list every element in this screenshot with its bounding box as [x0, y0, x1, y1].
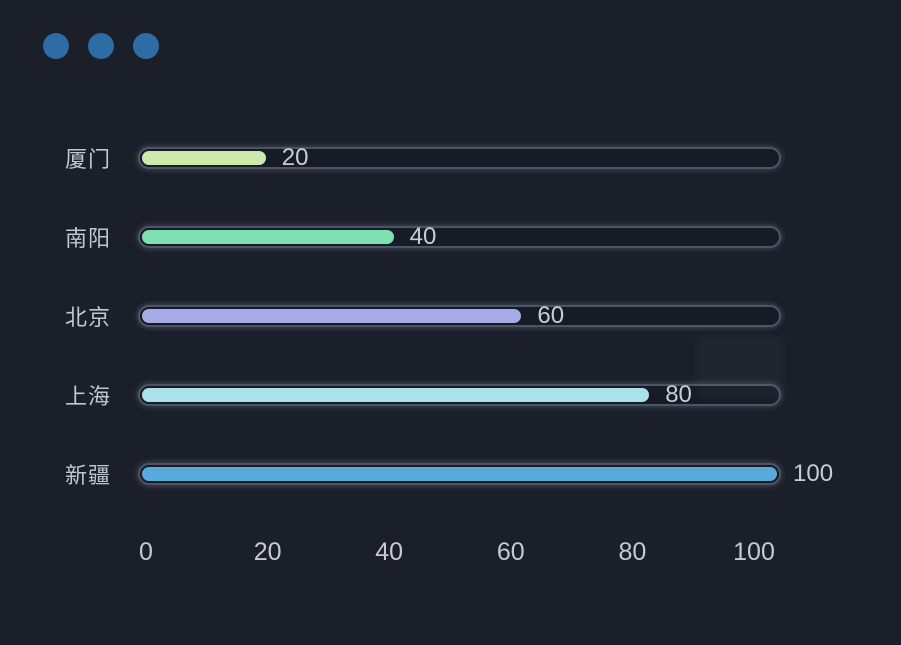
- bar-fill[interactable]: [142, 308, 522, 323]
- category-label: 南阳: [65, 225, 112, 251]
- bar-fill[interactable]: [142, 466, 777, 481]
- x-axis-tick-label: 80: [618, 538, 647, 566]
- bar-track: 80: [138, 380, 781, 408]
- bar-row: 厦门 20: [65, 118, 865, 197]
- bar-row: 南阳 40: [65, 197, 865, 276]
- bar-rows: 厦门 20 南阳 40 北京 60 上海 80 新疆 100: [65, 118, 865, 513]
- value-label: 40: [409, 222, 437, 250]
- x-axis-tick-label: 20: [253, 538, 282, 566]
- value-label: 60: [537, 301, 565, 329]
- bar-row: 新疆 100: [65, 434, 865, 513]
- category-label: 上海: [65, 383, 112, 409]
- bar-track: 40: [138, 222, 781, 250]
- bar-fill[interactable]: [142, 229, 394, 244]
- window-dot-icon[interactable]: [88, 33, 114, 59]
- window-dot-icon[interactable]: [43, 33, 69, 59]
- bar-fill[interactable]: [142, 387, 650, 402]
- window-controls: [43, 33, 159, 59]
- window-dot-icon[interactable]: [133, 33, 159, 59]
- x-axis-tick-label: 100: [733, 538, 775, 566]
- bar-track: 20: [138, 143, 781, 171]
- bar-fill[interactable]: [142, 150, 266, 165]
- category-label: 厦门: [65, 146, 112, 172]
- bar-track: 100: [138, 460, 833, 487]
- category-label: 新疆: [65, 462, 112, 488]
- x-axis-tick-label: 60: [496, 538, 525, 566]
- bar-chart: 厦门 20 南阳 40 北京 60 上海 80 新疆 100: [65, 118, 865, 513]
- bar-row: 北京 60: [65, 276, 865, 355]
- bar-row: 上海 80: [65, 355, 865, 434]
- category-label: 北京: [65, 304, 112, 330]
- x-axis-tick-label: 0: [139, 538, 153, 566]
- value-label: 20: [281, 143, 309, 171]
- x-axis-tick-label: 40: [375, 538, 404, 566]
- x-axis: 0 20 40 60 80 100: [139, 538, 775, 568]
- value-label: 100: [793, 459, 834, 487]
- value-label: 80: [665, 380, 692, 408]
- bar-track: 60: [138, 301, 781, 329]
